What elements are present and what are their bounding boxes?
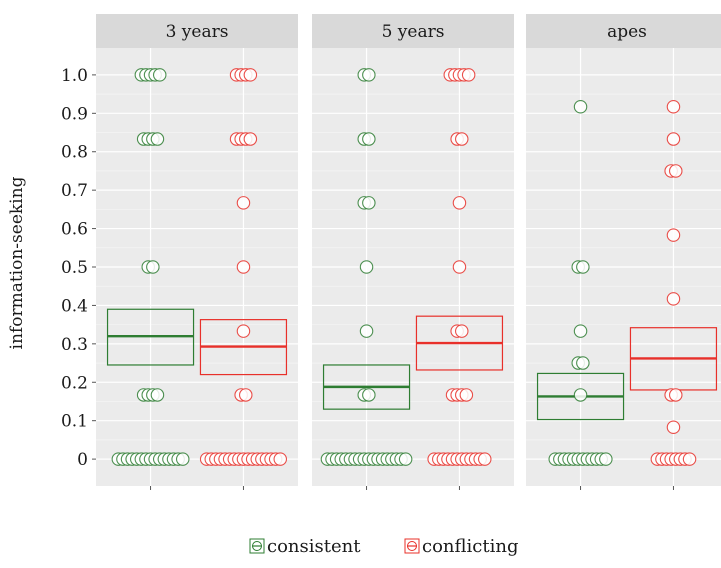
group-consistent [536,100,625,466]
y-tick-label: 0.2 [61,373,88,393]
facet-strip [96,14,298,48]
facet-panel: 3 years [96,14,298,490]
panels-layer: 3 years 5 years apes [96,14,721,490]
data-point [573,388,588,402]
data-point [236,196,251,210]
data-point [359,260,374,274]
data-point [236,324,251,338]
data-point [576,356,590,370]
y-tick-label: 0.8 [61,143,88,163]
facet-panel: 5 years [312,14,514,490]
data-point [669,388,683,402]
data-point [150,132,165,146]
data-point [150,388,165,402]
facet-strip [312,14,514,48]
data-point [576,260,590,274]
data-point [398,452,413,466]
data-point [362,132,376,146]
data-point [682,452,697,466]
data-point [362,196,376,210]
data-point [666,132,681,146]
group-conflicting [415,68,504,466]
data-point [459,388,474,402]
data-point [243,132,258,146]
y-tick-label: 0.3 [61,335,88,355]
y-tick-label: 1.0 [61,66,88,86]
legend-item-consistent: consistent [249,536,361,557]
data-point [666,228,681,242]
legend: consistent conflicting [249,536,518,557]
y-tick-label: 0.6 [61,220,88,240]
group-conflicting [199,68,288,466]
data-point [452,196,467,210]
data-point [362,68,376,82]
data-point [243,68,258,82]
y-axis-title: information-seeking [7,176,27,349]
group-consistent [106,68,195,466]
data-point [478,452,492,466]
facet-panel: apes [526,14,721,490]
y-tick-label: 0.4 [61,296,88,316]
y-tick-label: 0.9 [61,104,88,124]
legend-label: consistent [267,536,361,557]
data-point [573,100,588,114]
data-point [666,420,681,434]
y-tick-label: 0.7 [61,181,88,201]
legend-label: conflicting [422,536,518,557]
legend-item-conflicting: conflicting [404,536,518,557]
facet-strip-label: 5 years [382,22,445,42]
data-point [239,388,253,402]
data-point [455,132,469,146]
facet-strip-label: 3 years [166,22,229,42]
data-point [236,260,251,274]
data-point [175,452,190,466]
data-point [599,452,613,466]
data-point [666,292,681,306]
y-tick-label: 0 [77,450,88,470]
data-point [152,68,167,82]
y-tick-label: 0.1 [61,412,88,432]
data-point [573,324,588,338]
data-point [461,68,476,82]
y-axis: 0 0.1 0.2 0.3 0.4 0.5 0.6 0.7 0.8 0.9 1.0 [61,66,96,470]
data-point [362,388,376,402]
facet-strip-label: apes [607,22,647,42]
data-point [455,324,469,338]
data-point [669,164,683,178]
data-point [452,260,467,274]
data-point [359,324,374,338]
data-point [273,452,288,466]
y-tick-label: 0.5 [61,258,88,278]
data-point [146,260,160,274]
group-conflicting [629,100,718,466]
facet-strip [526,14,721,48]
group-consistent [320,68,413,466]
data-point [666,100,681,114]
